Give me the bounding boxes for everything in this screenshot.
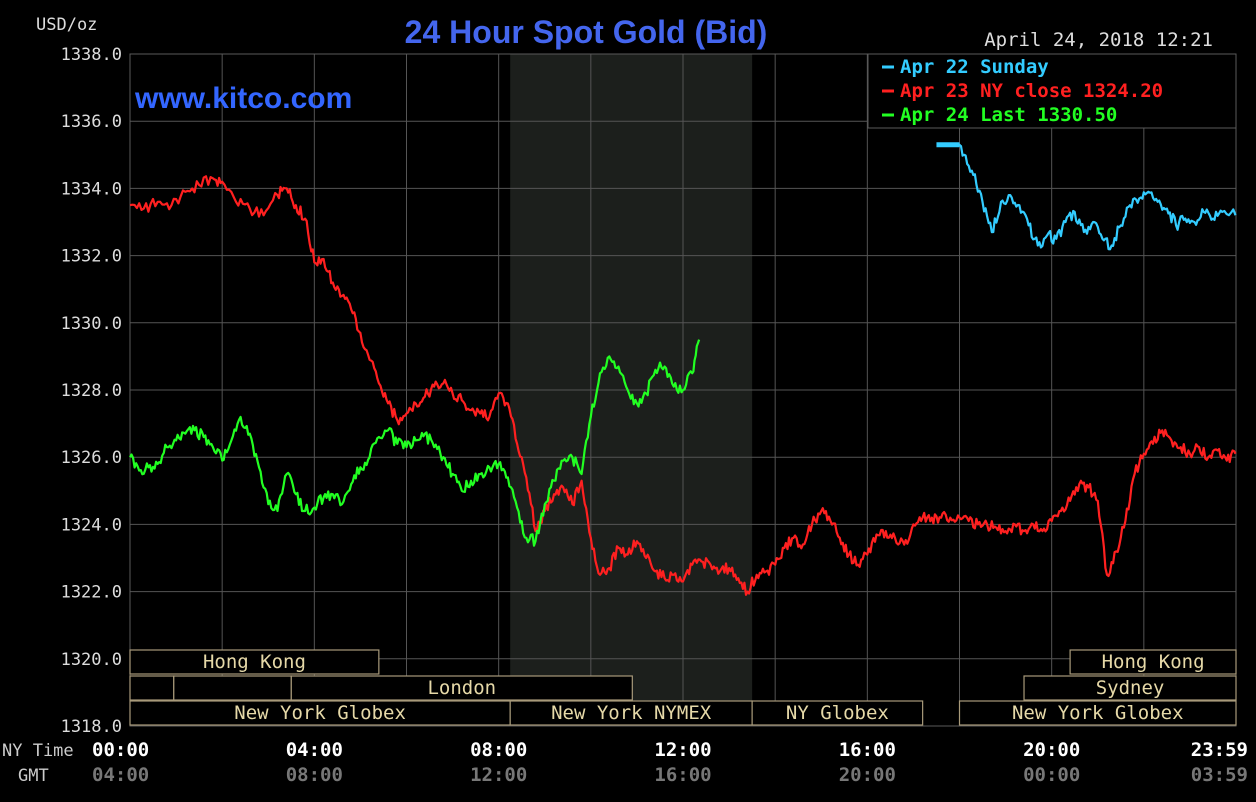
session-box [509,700,753,726]
y-tick-label: 1328.0 [61,381,122,401]
x-tick-label-gmt: 00:00 [1023,764,1080,786]
x-tick-label-ny: 08:00 [470,739,527,761]
market-sessions: Hong Kong London New York Globex New York N… [129,649,1237,726]
x-tick-label-ny: 16:00 [839,739,896,761]
session-box [290,675,633,701]
x-tick-label-gmt: 03:59 [1191,764,1248,786]
y-tick-label: 1338.0 [61,45,122,65]
series-layer [129,142,1237,596]
x-tick-label-ny: 23:59 [1191,739,1248,761]
y-tick-label: 1326.0 [61,448,122,468]
session-box [1069,649,1237,675]
session-label: London [427,677,496,699]
x-tick-label-ny: 12:00 [654,739,711,761]
session-box [173,675,292,701]
legend-box [867,53,1237,129]
y-axis-unit: USD/oz [36,15,97,35]
y-tick-label: 1330.0 [61,314,122,334]
session-label: New York Globex [1012,702,1184,724]
x-axis-ticks: 00:00 04:00 08:00 12:00 16:00 20:00 23:59 04:00… [92,739,1248,786]
y-axis-ticks: 1318.0 1320.0 1322.0 1324.0 1326.0 1328.0 1330… [61,45,122,737]
legend-entry: Apr 23 NY close 1324.20 [900,80,1163,102]
session-label: New York Globex [234,702,406,724]
session-box [129,649,380,675]
x-tick-label-ny: 04:00 [286,739,343,761]
legend-entry: Apr 22 Sunday [900,56,1049,78]
legend-entry: Apr 24 Last 1330.50 [900,104,1117,126]
x-tick-label-gmt: 04:00 [92,764,149,786]
y-tick-label: 1318.0 [61,717,122,737]
x-tick-label-ny: 20:00 [1023,739,1080,761]
gmt-row-label: GMT [18,766,49,786]
session-label: Hong Kong [1102,651,1205,673]
series-line-1 [129,175,1237,596]
session-label: NY Globex [786,702,889,724]
y-tick-label: 1324.0 [61,515,122,535]
session-box [1023,675,1237,701]
series-line-0 [936,143,1237,251]
session-box [129,675,175,701]
x-tick-label-gmt: 08:00 [286,764,343,786]
y-tick-label: 1322.0 [61,583,122,603]
session-label: Hong Kong [203,651,306,673]
x-tick-label-gmt: 20:00 [839,764,896,786]
y-tick-label: 1332.0 [61,247,122,267]
chart-timestamp: April 24, 2018 12:21 [984,29,1213,51]
y-tick-label: 1320.0 [61,650,122,670]
x-tick-label-ny: 00:00 [92,739,149,761]
grid-lines [130,53,1236,727]
plot-border [129,53,1237,727]
session-box [958,700,1237,726]
chart-title: 24 Hour Spot Gold (Bid) [405,14,768,50]
y-tick-label: 1334.0 [61,179,122,199]
x-tick-label-gmt: 12:00 [470,764,527,786]
y-tick-label: 1336.0 [61,112,122,132]
session-label: Sydney [1096,677,1165,699]
series-line-2 [129,339,701,547]
session-box [751,700,924,726]
ny-time-row-label: NY Time [2,741,74,761]
kitco-watermark: www.kitco.com [134,82,352,115]
session-label: New York NYMEX [551,702,712,724]
x-tick-label-gmt: 16:00 [654,764,711,786]
